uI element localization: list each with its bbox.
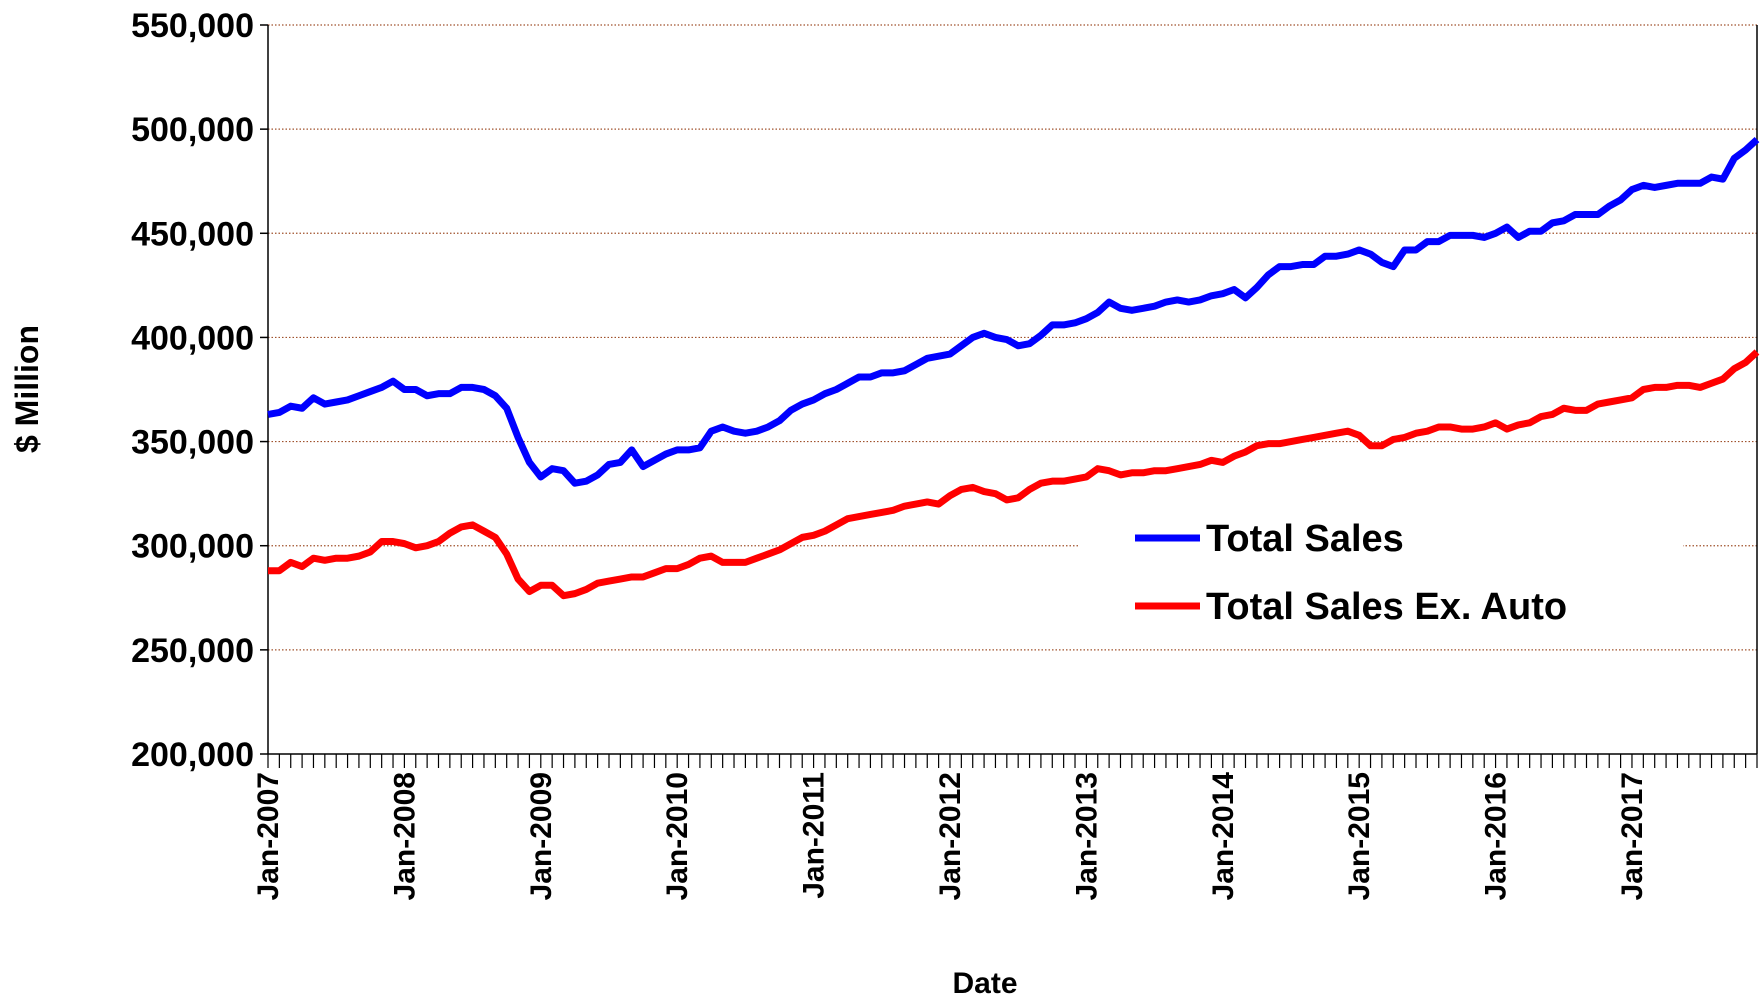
legend-label: Total Sales Ex. Auto	[1206, 586, 1567, 628]
x-tick-label: Jan-2015	[1343, 772, 1376, 900]
series-line	[267, 136, 1760, 487]
x-tick-label: Jan-2011	[798, 772, 831, 899]
y-tick-label: 300,000	[131, 528, 254, 566]
legend-label: Total Sales	[1206, 518, 1404, 560]
y-tick-label: 250,000	[131, 632, 254, 670]
x-tick-label: Jan-2017	[1616, 772, 1649, 900]
y-tick-label: 450,000	[131, 215, 254, 253]
x-tick-label: Jan-2013	[1070, 772, 1103, 900]
x-tick-label: Jan-2012	[934, 772, 967, 900]
y-tick-label: 500,000	[131, 111, 254, 149]
x-tick-label: Jan-2007	[252, 772, 285, 900]
legend-box	[1080, 505, 1683, 645]
y-tick-label: 350,000	[131, 424, 254, 462]
x-tick-label: Jan-2008	[388, 772, 421, 900]
x-tick-label: Jan-2016	[1480, 772, 1513, 900]
x-tick-label: Jan-2009	[525, 772, 558, 900]
y-tick-label: 550,000	[131, 7, 254, 45]
series-line	[268, 349, 1760, 600]
y-tick-label: 400,000	[131, 319, 254, 357]
x-tick-label: Jan-2014	[1207, 772, 1240, 901]
y-axis-label: $ Million	[9, 325, 45, 453]
x-tick-label: Jan-2010	[661, 772, 694, 900]
x-axis-label: Date	[952, 967, 1017, 1000]
y-tick-label: 200,000	[131, 736, 254, 774]
